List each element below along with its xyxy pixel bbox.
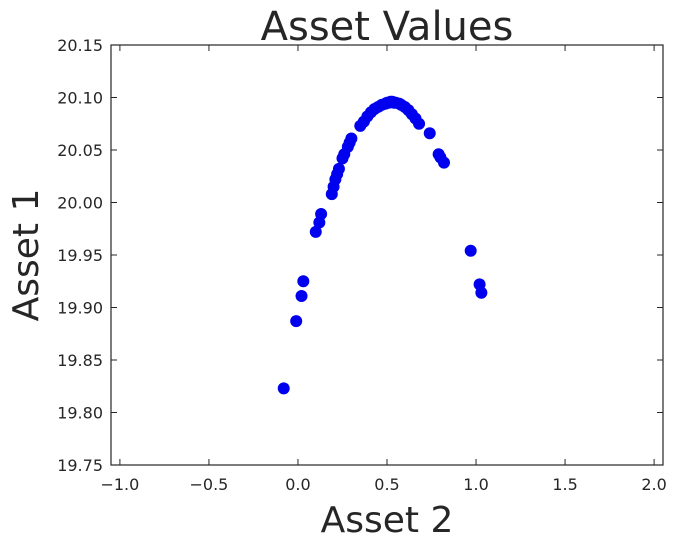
y-tick-labels: 19.75 19.80 19.85 19.90 19.95 20.00 20.05 20.10… [57,36,103,475]
x-tick-label: 1.5 [552,475,577,494]
data-point [464,244,477,257]
data-point [295,289,308,302]
x-tick-label: −0.5 [190,475,229,494]
x-tick-label: 1.0 [463,475,488,494]
data-point [423,127,436,140]
y-tick-label: 19.90 [57,299,103,318]
y-tick-label: 20.15 [57,36,103,55]
x-axis-label: Asset 2 [321,500,454,541]
data-point [290,315,303,328]
x-tick-label: 0.0 [285,475,310,494]
data-point [332,162,345,175]
data-point [315,208,328,221]
plot-area [110,44,664,466]
y-tick-label: 19.95 [57,246,103,265]
y-tick-label: 19.80 [57,404,103,423]
x-tick-label: 2.0 [641,475,666,494]
data-point [475,286,488,299]
y-tick-label: 19.75 [57,456,103,475]
data-point [277,382,290,395]
y-axis-label: Asset 1 [6,189,47,322]
y-tick-label: 20.10 [57,89,103,108]
data-point [413,117,426,130]
x-tick-label: 0.5 [374,475,399,494]
data-point [309,225,322,238]
x-tick-label: −1.0 [100,475,139,494]
data-points [277,95,488,395]
chart-title: Asset Values [261,4,514,50]
axis-ticks [111,44,663,466]
y-tick-label: 19.85 [57,351,103,370]
y-tick-label: 20.00 [57,194,103,213]
data-point [437,156,450,169]
data-point [345,132,358,145]
y-tick-label: 20.05 [57,141,103,160]
data-point [297,275,310,288]
x-tick-labels: −1.0 −0.5 0.0 0.5 1.0 1.5 2.0 [100,475,666,494]
